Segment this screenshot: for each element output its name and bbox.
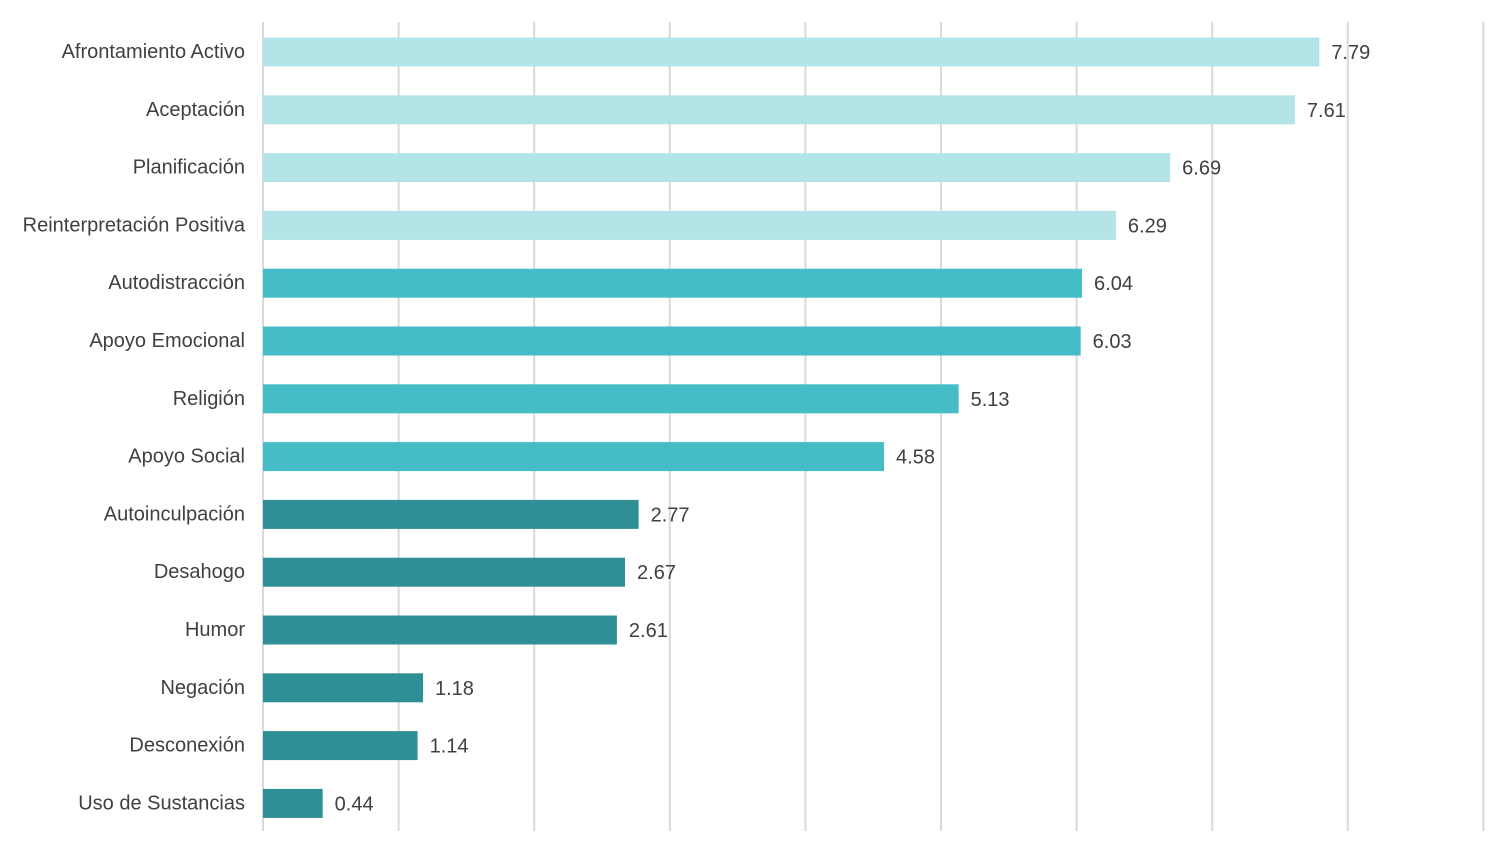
bar	[263, 788, 323, 818]
category-label: Desconexión	[129, 735, 245, 757]
value-label: 6.03	[1093, 331, 1132, 353]
bar	[263, 557, 626, 587]
category-label: Humor	[185, 619, 245, 641]
grid-layer	[262, 22, 1485, 831]
category-label: Negación	[160, 677, 245, 699]
value-label: 0.44	[335, 793, 374, 815]
bar	[263, 615, 617, 645]
value-label: 4.58	[896, 447, 935, 469]
value-label: 1.14	[430, 736, 469, 758]
category-label: Autodistracción	[108, 272, 245, 294]
bar	[263, 326, 1081, 356]
category-label: Apoyo Social	[128, 446, 245, 468]
category-label: Planificación	[133, 157, 245, 179]
value-label-layer: 7.79 7.61 6.69 6.29 6.04 6.03 5.13 4.58 2.77 2.67…	[335, 42, 1371, 815]
bar	[263, 153, 1171, 183]
category-label: Apoyo Emocional	[89, 330, 245, 352]
bar	[263, 37, 1320, 67]
category-label: Uso de Sustancias	[78, 792, 245, 814]
category-label: Religión	[173, 388, 245, 410]
value-label: 6.69	[1182, 158, 1221, 180]
category-label: Reinterpretación Positiva	[23, 214, 246, 236]
value-label: 7.79	[1331, 42, 1370, 64]
value-label: 5.13	[971, 389, 1010, 411]
bar	[263, 384, 959, 414]
category-label: Desahogo	[154, 561, 245, 583]
category-label: Autoinculpación	[104, 503, 245, 525]
bar	[263, 673, 424, 703]
bar	[263, 95, 1295, 125]
category-label: Afrontamiento Activo	[62, 41, 245, 63]
bar	[263, 268, 1083, 298]
bar	[263, 731, 418, 761]
bar-layer	[263, 37, 1320, 818]
category-label: Aceptación	[146, 99, 245, 121]
value-label: 6.04	[1094, 273, 1133, 295]
bar	[263, 499, 639, 529]
value-label: 2.77	[651, 504, 690, 526]
value-label: 7.61	[1307, 100, 1346, 122]
value-label: 2.61	[629, 620, 668, 642]
bar	[263, 442, 885, 472]
value-label: 1.18	[435, 678, 474, 700]
value-label: 2.67	[637, 562, 676, 584]
bar	[263, 210, 1116, 240]
value-label: 6.29	[1128, 215, 1167, 237]
category-label-layer: Afrontamiento Activo Aceptación Planificac…	[23, 41, 246, 814]
